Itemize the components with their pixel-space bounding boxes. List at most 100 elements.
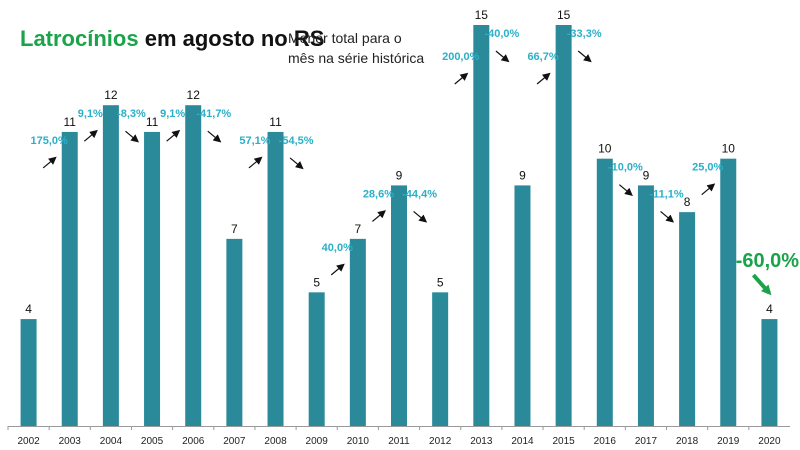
bar-2015: [555, 25, 572, 426]
pct-change-label-2004: 9,1%: [78, 108, 103, 120]
value-label-2017: 9: [643, 168, 650, 182]
x-tick-label-2020: 2020: [758, 436, 781, 447]
x-tick-label-2005: 2005: [141, 436, 164, 447]
pct-change-arrow-2017: [618, 184, 633, 196]
bar-2016: [596, 158, 613, 426]
value-label-2011: 9: [396, 168, 403, 182]
pct-change-label-2005: -8,3%: [117, 108, 146, 120]
title-rest: em agosto no RS: [144, 26, 325, 51]
pct-change-label-2015: 66,7%: [527, 51, 558, 63]
value-label-2015: 15: [557, 8, 571, 22]
bar-2008: [267, 131, 284, 426]
x-tick-label-2008: 2008: [264, 436, 287, 447]
pct-change-arrow-2014: [495, 50, 510, 63]
value-label-2009: 5: [313, 275, 320, 289]
value-label-2012: 5: [437, 275, 444, 289]
pct-change-arrow-2020: [751, 273, 772, 296]
x-tick-label-2011: 2011: [388, 436, 410, 447]
bar-2012: [432, 292, 449, 426]
x-tick-label-2003: 2003: [59, 436, 82, 447]
x-tick-label-2018: 2018: [676, 436, 699, 447]
pct-change-label-2016: -33,3%: [567, 28, 602, 40]
value-label-2014: 9: [519, 168, 526, 182]
value-label-2010: 7: [354, 222, 361, 236]
pct-change-label-2020: -60,0%: [736, 250, 800, 272]
pct-change-label-2008: 57,1%: [239, 135, 270, 147]
pct-change-arrow-2010: [330, 263, 345, 276]
value-label-2004: 12: [104, 88, 118, 102]
pct-change-arrow-2012: [413, 210, 428, 223]
pct-change-arrow-2006: [166, 129, 181, 142]
chart-title: Latrocínios em agosto no RS: [20, 26, 324, 52]
subtitle-line-1: Menor total para o: [288, 30, 402, 46]
value-label-2005: 11: [146, 115, 159, 129]
bar-2019: [720, 158, 737, 426]
bar-2013: [473, 25, 490, 426]
value-label-2007: 7: [231, 222, 238, 236]
bar-2005: [144, 131, 161, 426]
bar-2006: [185, 105, 202, 426]
pct-change-arrow-2007: [207, 130, 222, 143]
value-label-2018: 8: [684, 195, 691, 209]
x-tick-label-2009: 2009: [306, 436, 329, 447]
pct-change-label-2009: -54,5%: [279, 135, 314, 147]
x-tick-label-2014: 2014: [511, 436, 534, 447]
value-label-2016: 10: [598, 142, 612, 156]
bar-2002: [20, 319, 37, 426]
pct-change-arrow-2003: [42, 156, 57, 169]
pct-change-label-2014: -40,0%: [484, 28, 519, 40]
pct-change-arrow-2016: [577, 50, 592, 63]
title-highlight: Latrocínios: [20, 26, 139, 51]
x-tick-label-2004: 2004: [100, 436, 123, 447]
bar-2009: [308, 292, 325, 426]
pct-change-arrow-2004: [83, 129, 98, 142]
pct-change-label-2011: 28,6%: [363, 188, 394, 200]
value-label-2008: 11: [269, 115, 282, 129]
pct-change-label-2010: 40,0%: [322, 242, 353, 254]
bar-2003: [61, 131, 78, 426]
bar-2014: [514, 185, 531, 426]
value-label-2003: 11: [64, 115, 77, 129]
pct-change-arrow-2008: [248, 156, 263, 169]
pct-change-arrow-2009: [289, 157, 304, 170]
pct-change-arrow-2013: [454, 72, 469, 85]
value-label-2006: 12: [187, 88, 201, 102]
x-tick-label-2012: 2012: [429, 436, 452, 447]
pct-change-label-2013: 200,0%: [442, 51, 480, 63]
pct-change-label-2012: -44,4%: [402, 188, 437, 200]
x-tick-label-2006: 2006: [182, 436, 205, 447]
value-label-2020: 4: [766, 302, 773, 316]
pct-change-label-2003: 175,0%: [31, 135, 69, 147]
bar-2020: [761, 319, 778, 426]
x-tick-label-2007: 2007: [223, 436, 246, 447]
x-tick-label-2019: 2019: [717, 436, 740, 447]
pct-change-label-2018: -11,1%: [649, 188, 683, 200]
x-tick-label-2002: 2002: [17, 436, 40, 447]
bar-2011: [391, 185, 407, 426]
chart-subtitle: Menor total para o mês na série históric…: [288, 28, 438, 68]
pct-change-label-2019: 25,0%: [692, 162, 723, 174]
x-tick-label-2010: 2010: [347, 436, 370, 447]
bar-2017: [637, 185, 654, 426]
subtitle-line-2: mês na série histórica: [288, 50, 425, 66]
x-tick-label-2013: 2013: [470, 436, 493, 447]
pct-change-label-2007: -41,7%: [196, 108, 231, 120]
pct-change-arrow-2005: [125, 130, 140, 143]
pct-change-label-2017: -10,0%: [608, 162, 643, 174]
pct-change-arrow-2015: [536, 72, 551, 85]
x-tick-label-2016: 2016: [594, 436, 617, 447]
pct-change-arrow-2019: [701, 183, 716, 196]
bar-2018: [679, 212, 696, 426]
bar-2010: [349, 238, 366, 426]
x-tick-label-2017: 2017: [635, 436, 658, 447]
x-tick-label-2015: 2015: [553, 436, 576, 447]
bar-2004: [102, 105, 119, 426]
value-label-2002: 4: [25, 302, 32, 316]
pct-change-arrow-2018: [660, 210, 675, 223]
pct-change-arrow-2011: [372, 210, 386, 222]
value-label-2013: 15: [475, 8, 489, 22]
pct-change-label-2006: 9,1%: [160, 108, 185, 120]
value-label-2019: 10: [722, 142, 736, 156]
bar-2007: [226, 238, 243, 426]
